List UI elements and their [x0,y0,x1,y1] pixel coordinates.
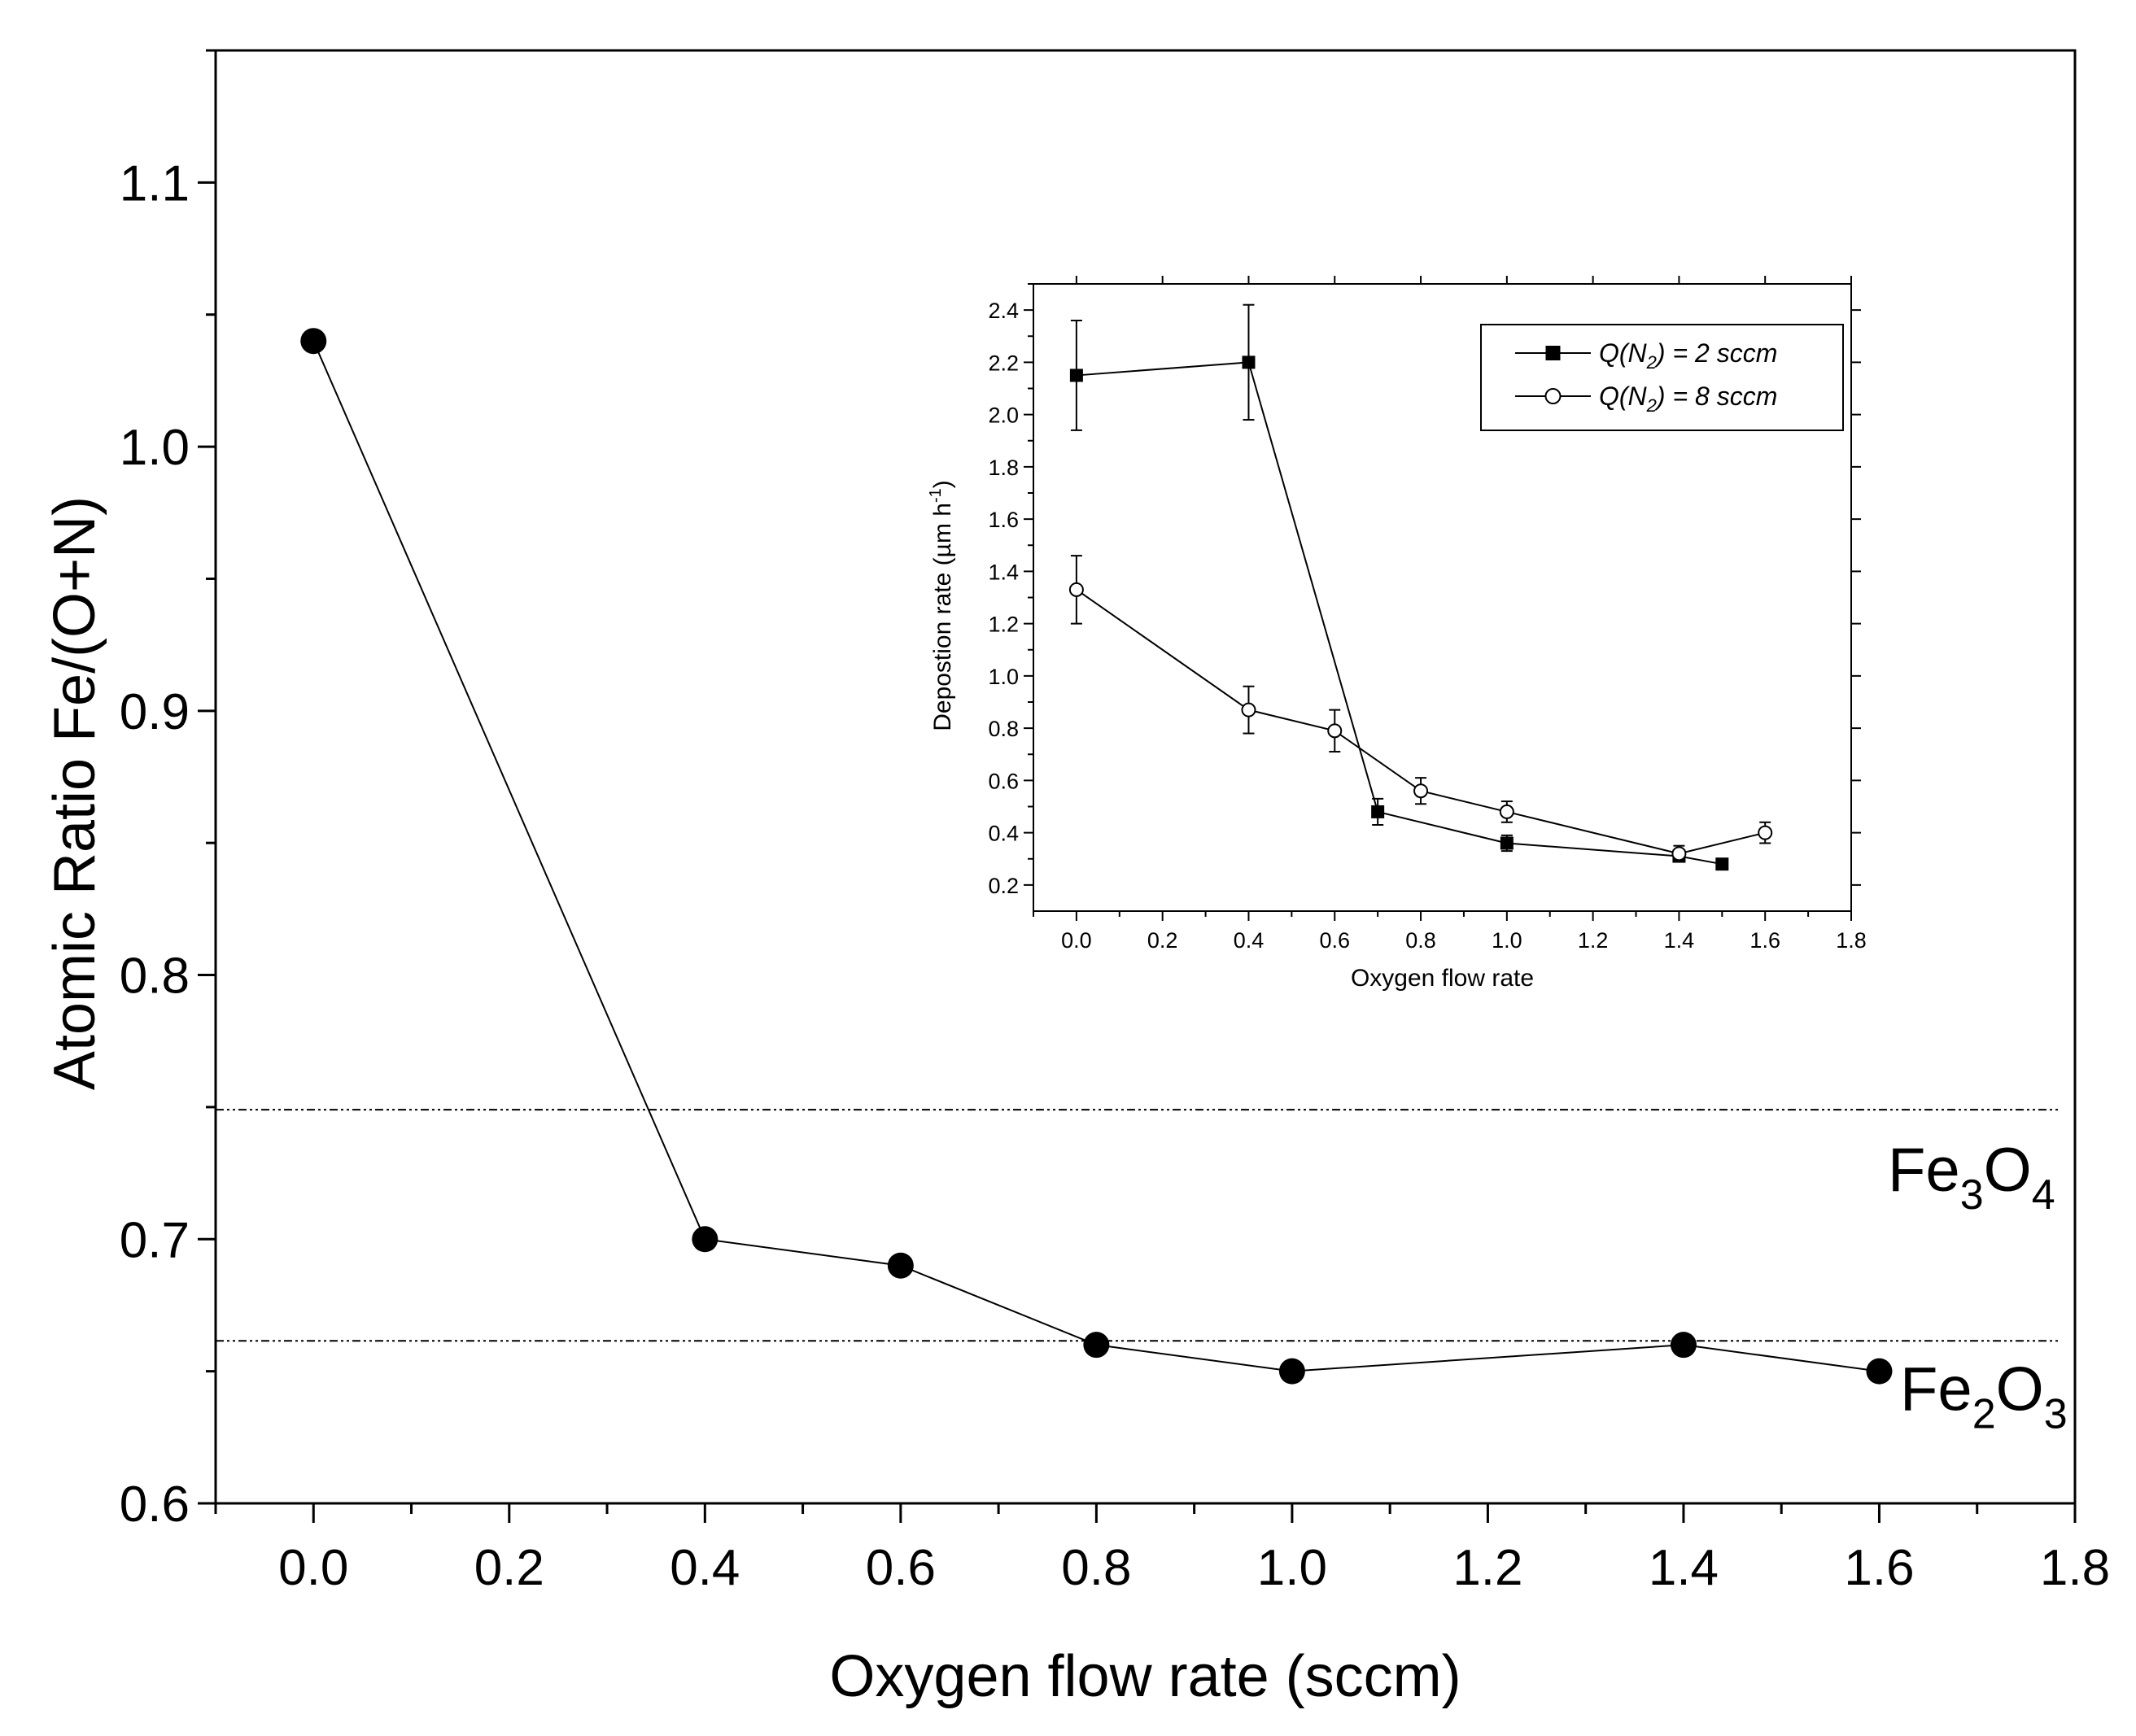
main-y-tick-label: 1.1 [120,155,190,212]
legend-text-part: Q(N [1599,338,1648,368]
inset-y-tick-label: 1.4 [988,560,1019,584]
inset-data-point-square [1371,805,1385,818]
legend-marker-square [1545,346,1561,360]
inset-chart: 0.0 0.2 0.4 0.6 0.8 1.0 1.2 1.4 1.6 1.8 0.2 0.4 0.6 0… [927,276,1867,992]
legend-text-subscript: 2 [1646,395,1657,416]
formula-subscript: 4 [2032,1171,2055,1219]
inset-data-point-square [1242,355,1256,369]
main-x-tick-label: 1.6 [1844,1540,1914,1596]
main-y-axis-title: Atomic Ratio Fe/(O+N) [42,496,107,1090]
inset-y-tick-label: 1.2 [988,613,1019,637]
reference-line-label: Fe2O3 [1900,1354,2068,1437]
main-x-tick-label: 1.8 [2040,1540,2110,1596]
inset-x-tick-label: 1.8 [1836,928,1867,953]
main-data-point [1083,1332,1110,1359]
inset-x-tick-label: 0.2 [1147,928,1178,953]
formula-subscript: 3 [2044,1390,2068,1437]
main-axis-ticks: 0.0 0.2 0.4 0.6 0.8 1.0 1.2 1.4 1.6 1.80.60.70.80… [120,49,2110,1596]
main-data-point [692,1226,719,1253]
inset-y-tick-label: 0.2 [988,874,1019,898]
inset-x-tick-label: 0.8 [1405,928,1436,953]
formula-subscript: 3 [1960,1171,1984,1219]
main-data-point [1278,1358,1305,1385]
inset-series [1068,303,1773,871]
inset-data-point-circle [1413,783,1429,799]
inset-data-point-circle [1499,804,1514,819]
formula-element: O [1996,1354,2044,1424]
inset-x-tick-label: 0.6 [1319,928,1350,953]
main-y-tick-label: 0.6 [120,1476,190,1533]
inset-y-title-suffix: ) [929,480,956,488]
legend-entry-label: Q(N2) = 2 sccm [1599,338,1777,373]
main-y-tick-label: 0.8 [120,949,190,1005]
inset-data-point-circle [1068,582,1084,597]
formula-element: Fe [1900,1354,1972,1424]
main-x-axis-title: Oxygen flow rate (sccm) [829,1644,1461,1709]
main-y-tick-label: 0.7 [120,1212,190,1268]
legend-marker-circle [1544,388,1562,404]
inset-y-tick-label: 1.6 [988,508,1019,532]
inset-x-tick-label: 1.6 [1749,928,1780,953]
main-data-point [1670,1332,1697,1359]
main-x-tick-label: 0.4 [670,1540,740,1596]
legend-text-subscript: 2 [1646,352,1657,373]
inset-data-point-circle [1327,723,1343,739]
main-x-tick-label: 0.2 [474,1540,544,1596]
inset-y-tick-label: 2.0 [988,403,1019,428]
formula-subscript: 2 [1972,1390,1996,1437]
inset-data-point-square [1069,369,1083,382]
main-plot-frame [214,49,2077,1505]
inset-series-line [1076,361,1723,866]
formula-element: Fe [1888,1136,1960,1205]
inset-y-title-superscript: -1 [927,488,945,503]
inset-x-tick-label: 0.4 [1234,928,1265,953]
main-x-tick-label: 0.8 [1061,1540,1131,1596]
main-series [300,328,1893,1385]
inset-x-axis-title: Oxygen flow rate [1351,965,1534,992]
main-x-tick-label: 1.0 [1257,1540,1327,1596]
main-data-point [300,328,327,355]
main-y-tick-label: 1.0 [120,420,190,476]
main-data-point [1866,1358,1893,1385]
inset-x-tick-label: 1.2 [1578,928,1609,953]
main-x-tick-label: 1.2 [1452,1540,1522,1596]
inset-y-tick-label: 1.0 [988,665,1019,689]
reference-line-label: Fe3O4 [1888,1136,2055,1219]
main-chart: 0.0 0.2 0.4 0.6 0.8 1.0 1.2 1.4 1.6 1.80.60.70.80… [42,49,2110,1709]
main-x-tick-label: 0.6 [866,1540,936,1596]
formula-element: O [1984,1136,2032,1205]
legend-entry-label: Q(N2) = 8 sccm [1599,382,1777,416]
inset-y-tick-label: 0.6 [988,769,1019,793]
main-data-point [887,1252,914,1279]
inset-y-tick-label: 0.4 [988,822,1019,846]
inset-data-point-circle [1671,846,1687,861]
inset-x-tick-label: 1.4 [1664,928,1695,953]
legend-text-part: ) = 8 sccm [1653,382,1777,411]
inset-x-tick-label: 1.0 [1492,928,1522,953]
inset-axis-ticks: 0.0 0.2 0.4 0.6 0.8 1.0 1.2 1.4 1.6 1.8 0.2 0.4 0.6 0… [988,276,1867,953]
inset-data-point-square [1715,857,1729,871]
inset-y-tick-label: 2.2 [988,351,1019,375]
inset-y-tick-label: 2.4 [988,299,1019,323]
inset-data-point-square [1500,836,1514,850]
inset-x-tick-label: 0.0 [1061,928,1092,953]
legend-text-part: Q(N [1599,382,1648,411]
inset-data-point-circle [1758,825,1773,840]
legend-box [1480,324,1844,431]
inset-y-axis-title: Depostion rate (µm h-1) [927,480,956,731]
inset-y-tick-label: 1.8 [988,456,1019,480]
inset-y-tick-label: 0.8 [988,717,1019,741]
inset-data-point-circle [1241,702,1256,718]
inset-y-title-unit: µm h [929,503,956,557]
main-y-tick-label: 0.9 [120,684,190,740]
main-x-tick-label: 1.4 [1649,1540,1719,1596]
legend-text-part: ) = 2 sccm [1653,338,1777,368]
main-x-tick-label: 0.0 [278,1540,348,1596]
inset-y-title-prefix: Depostion rate ( [929,557,956,731]
